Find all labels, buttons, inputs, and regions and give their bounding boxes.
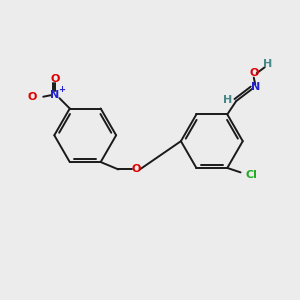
Text: O: O	[28, 92, 38, 102]
Text: +: +	[58, 85, 65, 94]
Text: O: O	[131, 164, 141, 174]
Text: N: N	[251, 82, 260, 92]
Text: O: O	[249, 68, 259, 78]
Text: ⁻: ⁻	[27, 91, 32, 101]
Text: H: H	[223, 95, 232, 105]
Text: Cl: Cl	[245, 170, 257, 180]
Text: N: N	[50, 90, 60, 100]
Text: H: H	[263, 59, 272, 69]
Text: O: O	[50, 74, 60, 84]
